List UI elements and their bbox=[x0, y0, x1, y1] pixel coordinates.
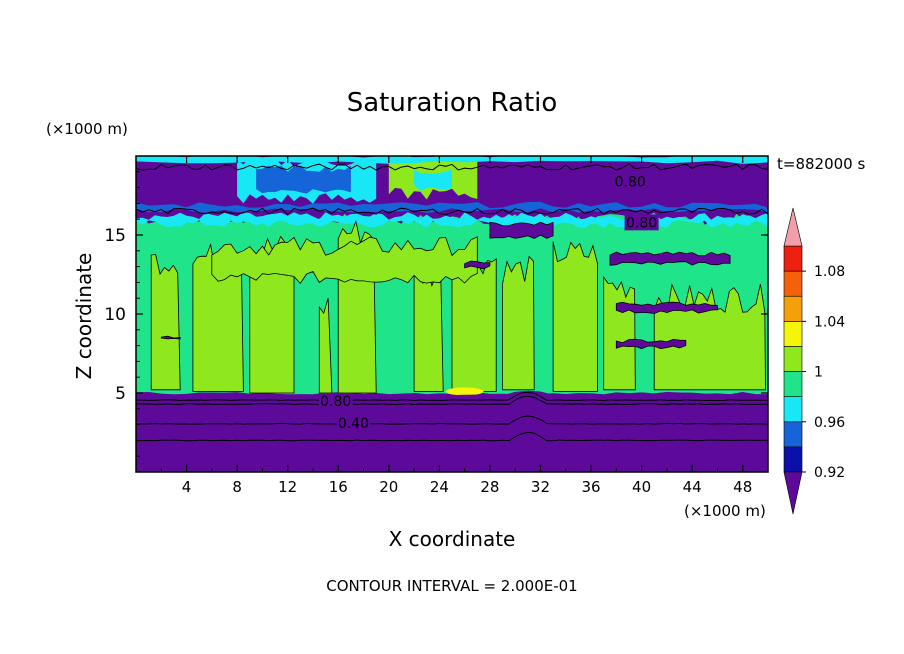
dry-streak-4 bbox=[615, 338, 687, 350]
colorbar: 0.92 0.96 1 1.04 1.08 bbox=[783, 207, 845, 515]
y-axis-unit: (×1000 m) bbox=[46, 120, 128, 138]
moist-plume-upper bbox=[211, 236, 478, 285]
chart-title: Saturation Ratio bbox=[346, 88, 558, 118]
colorbar-label-0.96: 0.96 bbox=[814, 415, 845, 431]
time-label: t=882000 s bbox=[777, 155, 866, 173]
contour-label-bg-3 bbox=[613, 173, 648, 190]
upper-cyan-streak-2 bbox=[414, 169, 452, 191]
colorbar-swatch-1 bbox=[783, 446, 803, 473]
contour-label-2: 0.40 bbox=[338, 416, 369, 432]
supersat-patch bbox=[445, 387, 484, 396]
y-tick-label-15: 15 bbox=[104, 226, 126, 246]
x-tick-label-44: 44 bbox=[683, 478, 702, 496]
contour-line-2 bbox=[136, 395, 768, 406]
contour-line-3 bbox=[136, 415, 768, 425]
x-axis-label: X coordinate bbox=[388, 527, 516, 551]
colorbar-swatch-9 bbox=[783, 245, 803, 272]
moist-plume-6 bbox=[413, 265, 444, 392]
moist-plume-8 bbox=[502, 255, 535, 391]
x-tick-label-40: 40 bbox=[632, 478, 651, 496]
y-tick-label-10: 10 bbox=[104, 305, 126, 325]
dry-streak-1 bbox=[489, 221, 554, 239]
contour-interval-note: CONTOUR INTERVAL = 2.000E-01 bbox=[326, 577, 578, 595]
upper-blue-streak-1 bbox=[256, 165, 351, 194]
contour-field: 0.80 0.40 0.80 0.80 bbox=[136, 156, 768, 472]
dry-streak-2 bbox=[609, 251, 731, 266]
x-tick-label-20: 20 bbox=[379, 478, 398, 496]
colorbar-swatch-8 bbox=[783, 270, 803, 297]
x-tick-label-32: 32 bbox=[531, 478, 550, 496]
x-tick-label-36: 36 bbox=[581, 478, 600, 496]
x-tick-label-12: 12 bbox=[278, 478, 297, 496]
x-tick-label-24: 24 bbox=[430, 478, 449, 496]
x-axis-unit: (×1000 m) bbox=[684, 502, 766, 520]
dry-streak-5 bbox=[464, 260, 491, 270]
moist-plume-9 bbox=[552, 241, 598, 392]
colorbar-swatch-6 bbox=[783, 321, 803, 347]
colorbar-label-1.08: 1.08 bbox=[814, 264, 845, 280]
x-tick-label-48: 48 bbox=[733, 478, 752, 496]
moist-plume-4 bbox=[318, 297, 333, 394]
contour-label-bg-4 bbox=[624, 214, 659, 231]
contour-label-1: 0.80 bbox=[320, 394, 351, 410]
colorbar-swatch-3 bbox=[783, 396, 803, 423]
x-tick-label-8: 8 bbox=[232, 478, 242, 496]
lower-dry-layer bbox=[136, 390, 768, 472]
colorbar-swatch-7 bbox=[783, 295, 803, 322]
dry-streak-3 bbox=[615, 301, 718, 314]
colorbar-top-arrow bbox=[783, 207, 803, 247]
contour-label-bg-2 bbox=[336, 415, 371, 432]
y-axis-label: Z coordinate bbox=[72, 252, 96, 380]
colorbar-label-0.92: 0.92 bbox=[814, 465, 845, 481]
colorbar-bottom-arrow bbox=[783, 471, 803, 515]
colorbar-swatch-2 bbox=[783, 421, 803, 448]
upper-contour-line-2 bbox=[136, 207, 768, 216]
colorbar-label-1: 1 bbox=[814, 365, 823, 381]
contour-line-4 bbox=[136, 431, 768, 442]
colorbar-swatch-4 bbox=[783, 371, 803, 397]
colorbar-swatch-5 bbox=[783, 346, 803, 372]
x-tick-label-28: 28 bbox=[480, 478, 499, 496]
contour-label-3: 0.80 bbox=[615, 174, 646, 190]
upper-contour-line-1 bbox=[136, 163, 768, 171]
y-tick-label-5: 5 bbox=[115, 384, 126, 404]
moist-plume-10 bbox=[603, 275, 636, 391]
x-tick-label-4: 4 bbox=[182, 478, 192, 496]
top-cyan-edge bbox=[136, 156, 768, 164]
contour-label-4: 0.80 bbox=[626, 215, 657, 231]
upper-fringe bbox=[136, 212, 768, 228]
contour-line-1 bbox=[136, 391, 768, 402]
colorbar-label-1.04: 1.04 bbox=[814, 314, 845, 330]
moist-plume-1 bbox=[150, 253, 181, 391]
x-tick-label-16: 16 bbox=[329, 478, 348, 496]
contour-label-bg-1 bbox=[318, 392, 353, 409]
dry-streak-6 bbox=[160, 335, 181, 340]
